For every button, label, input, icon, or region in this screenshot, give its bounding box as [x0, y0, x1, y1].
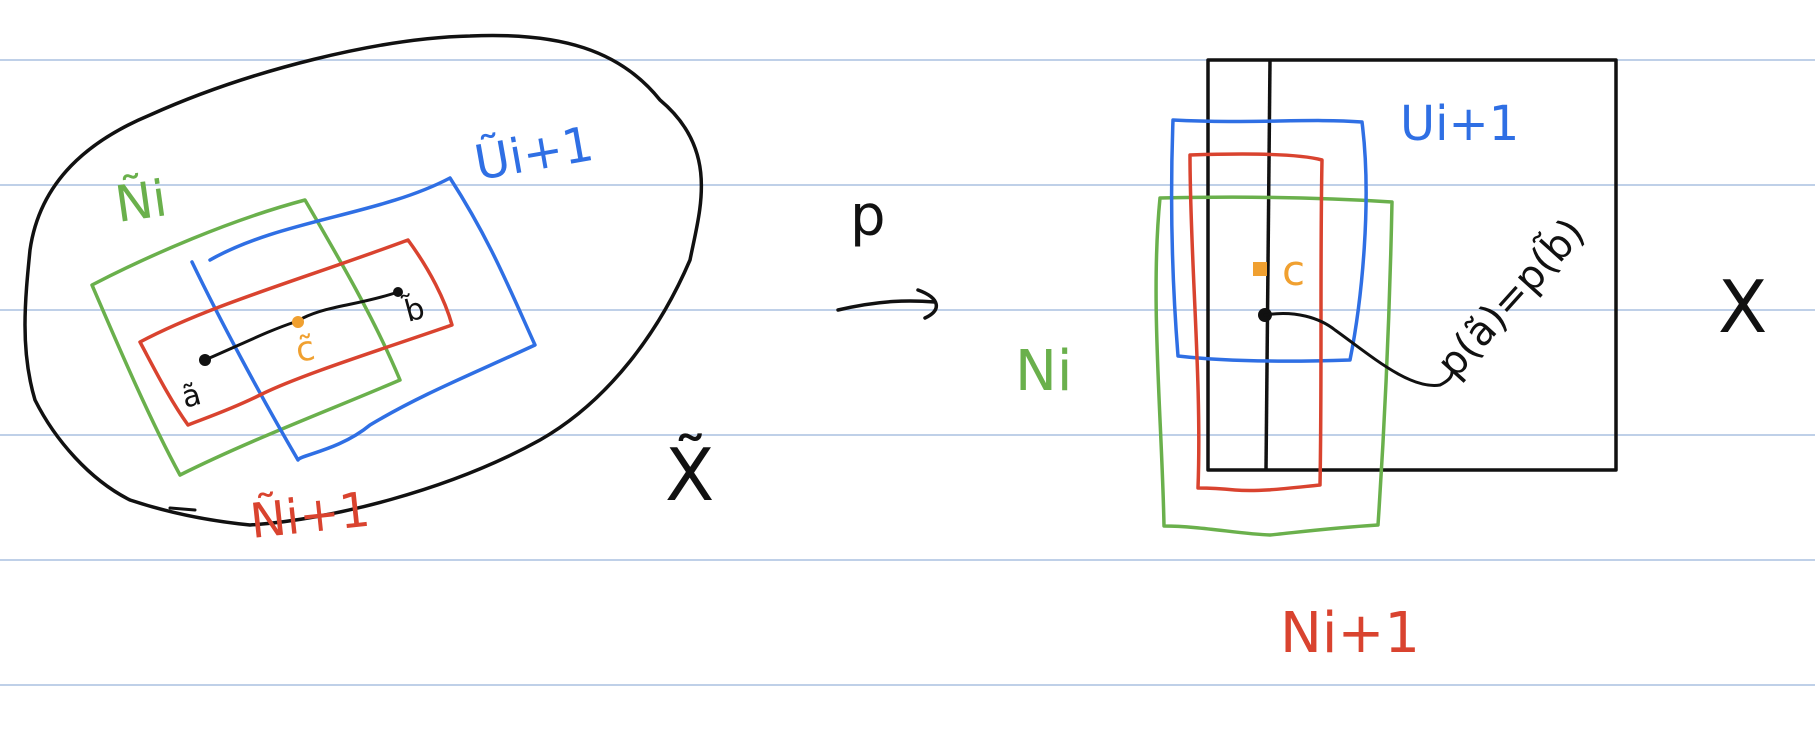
left-label-n-next: Ñi+1 — [247, 482, 372, 550]
left-red-region — [138, 238, 454, 427]
left-space-blob — [23, 33, 704, 527]
left-point-b-dot — [393, 287, 403, 297]
left-blue-region — [190, 176, 537, 462]
right-red-region — [1188, 152, 1324, 493]
left-label-point-a: ã — [178, 377, 205, 416]
right-space-loop-line — [1264, 59, 1272, 471]
right-label-n-next: Ni+1 — [1280, 601, 1420, 666]
right-blue-region — [1169, 118, 1368, 363]
right-space-square — [1206, 58, 1618, 472]
left-label-point-b: b̃ — [400, 291, 429, 331]
left-label-point-c: c̃ — [293, 328, 318, 371]
left-point-a-dot — [199, 354, 211, 366]
left-point-c-dot — [292, 316, 304, 328]
left-space-label: X̃ — [665, 433, 714, 517]
right-point-c-dot — [1253, 262, 1267, 276]
right-label-u-next: Ui+1 — [1400, 96, 1519, 152]
ruled-lines — [0, 59, 1815, 686]
right-label-n-i: Ni — [1015, 339, 1072, 404]
right-space-label: X — [1718, 265, 1767, 349]
right-equation-pointer — [1263, 311, 1454, 387]
map-label: p — [850, 184, 886, 249]
right-label-point-c: c — [1282, 246, 1305, 295]
left-lift-path — [203, 290, 400, 362]
left-green-region — [90, 198, 402, 477]
covering-map: p — [836, 184, 938, 320]
left-covering-space: Ñi Ũi+1 Ñi+1 ã b̃ c̃ X̃ — [23, 33, 714, 550]
left-label-u-next: Ũi+1 — [470, 115, 597, 192]
left-label-n-i: Ñi — [112, 169, 171, 234]
right-equation-label: p(ã)=p(b̃) — [1427, 208, 1594, 386]
right-green-region — [1154, 195, 1394, 537]
right-base-space: Ui+1 Ni Ni+1 c p(ã)=p(b̃) X — [1015, 58, 1767, 666]
left-blob-tail — [168, 506, 197, 512]
map-arrow — [836, 288, 938, 320]
